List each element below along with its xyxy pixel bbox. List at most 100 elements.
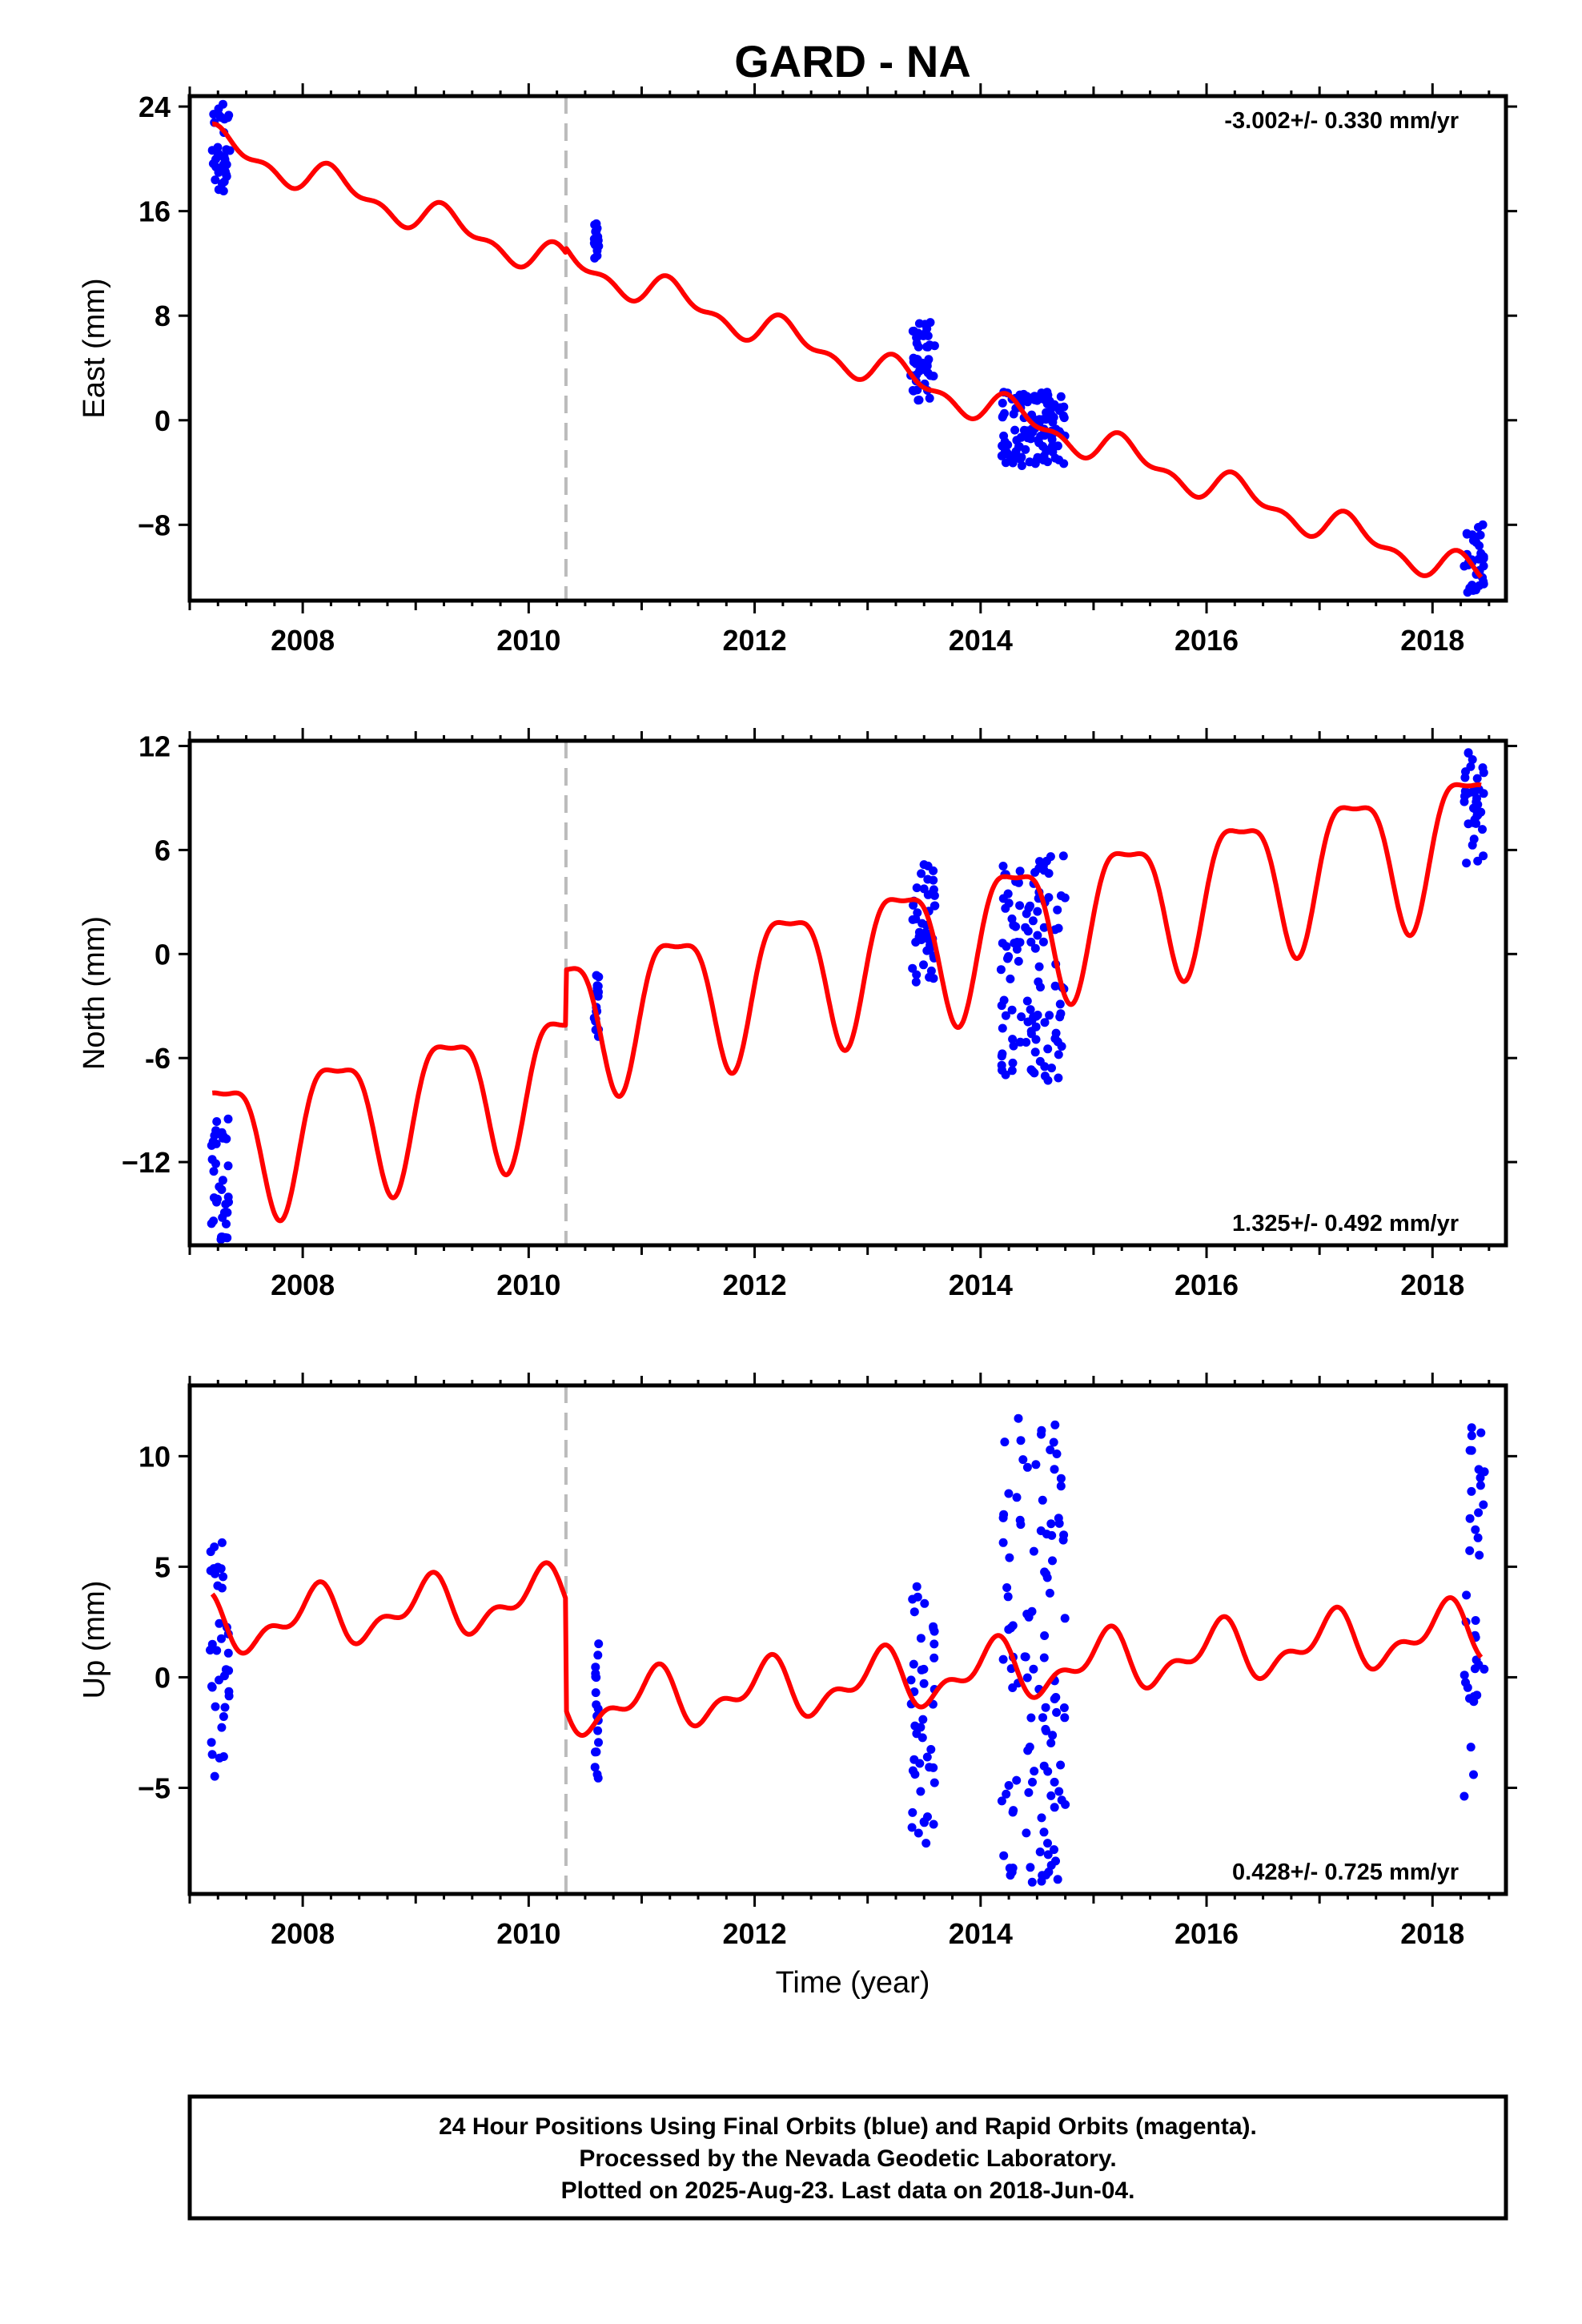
data-point <box>912 1582 921 1591</box>
data-point <box>1060 1614 1070 1623</box>
data-point <box>1476 1481 1485 1490</box>
data-point <box>1033 396 1042 405</box>
data-point <box>1030 1047 1040 1057</box>
data-point <box>998 1049 1007 1059</box>
data-point <box>213 151 223 161</box>
data-point <box>1021 444 1030 454</box>
footer-frame <box>187 2094 1508 2221</box>
data-point <box>1055 403 1065 412</box>
data-point <box>590 1763 600 1772</box>
data-point <box>929 974 938 983</box>
data-point <box>1028 916 1038 926</box>
data-point <box>998 1655 1008 1664</box>
data-point <box>1022 1673 1032 1683</box>
data-point <box>923 342 933 352</box>
data-point <box>207 1682 216 1691</box>
model-curve <box>211 782 1483 1224</box>
data-point <box>1460 561 1469 571</box>
data-point <box>930 901 940 911</box>
data-point <box>1018 1455 1028 1465</box>
data-point <box>1017 1012 1026 1022</box>
data-point <box>592 983 602 993</box>
footer-box: 24 Hour Positions Using Final Orbits (bl… <box>187 2094 1508 2221</box>
data-point <box>1005 1553 1014 1562</box>
data-point <box>592 227 601 235</box>
data-point <box>1043 1839 1052 1848</box>
data-point <box>213 143 223 152</box>
data-point <box>1463 1683 1472 1692</box>
data-point <box>1049 412 1058 422</box>
data-point <box>923 1812 932 1822</box>
data-point <box>219 1208 229 1217</box>
data-point <box>1001 458 1010 468</box>
data-point <box>919 884 929 894</box>
data-point <box>1474 523 1483 532</box>
data-point <box>910 1721 920 1731</box>
data-point <box>926 1745 936 1754</box>
data-point <box>913 385 922 395</box>
data-point <box>997 451 1006 460</box>
x-tick-label: 2018 <box>1400 1917 1464 1950</box>
data-point <box>1042 856 1051 866</box>
data-point <box>916 1634 926 1643</box>
data-point <box>929 372 938 381</box>
x-tick-label: 2016 <box>1174 1917 1239 1950</box>
data-point <box>1470 815 1480 824</box>
data-point <box>218 1176 227 1185</box>
data-point <box>1047 1063 1056 1073</box>
data-point <box>998 1023 1007 1033</box>
data-point <box>1029 1546 1038 1556</box>
data-point <box>1040 1631 1050 1640</box>
data-point <box>926 966 936 975</box>
data-point <box>1026 1065 1036 1075</box>
data-point <box>1038 1713 1047 1723</box>
data-point <box>212 1117 222 1126</box>
data-point <box>1009 1041 1018 1051</box>
data-point <box>593 991 603 1001</box>
panels: 2008 2010 2012 2014 2016 2018 24 16 8 0 −8 East (mm… <box>78 83 1517 1950</box>
data-point <box>1046 1519 1056 1529</box>
data-point <box>912 970 921 979</box>
data-point <box>1015 866 1025 876</box>
data-point <box>594 1639 604 1649</box>
data-point <box>1033 931 1042 940</box>
data-point <box>207 1738 216 1747</box>
data-point <box>209 1167 219 1176</box>
data-point <box>1026 1863 1035 1872</box>
data-point <box>1019 425 1029 435</box>
data-point <box>1002 1789 1011 1799</box>
data-point <box>1040 1072 1050 1081</box>
data-point <box>1040 431 1050 440</box>
data-point <box>210 1771 219 1781</box>
data-point <box>1004 899 1014 908</box>
data-point <box>214 167 223 177</box>
data-point <box>1037 1813 1046 1823</box>
data-point <box>930 891 939 900</box>
data-point <box>1043 1767 1053 1776</box>
data-point <box>1014 956 1023 966</box>
data-point <box>1010 425 1020 435</box>
y-tick-label: 0 <box>155 404 171 437</box>
data-point <box>920 1598 930 1608</box>
data-point <box>214 104 223 114</box>
data-point <box>925 1763 934 1772</box>
data-point <box>219 1752 228 1761</box>
data-point <box>929 875 938 885</box>
data-point <box>1004 1489 1014 1498</box>
data-point <box>1038 937 1048 947</box>
data-point <box>1044 893 1054 903</box>
data-point <box>1049 1437 1058 1447</box>
data-point <box>1016 1436 1026 1445</box>
data-point <box>1038 456 1048 464</box>
panel-1: 2008 2010 2012 2014 2016 2018 24 16 8 0 −8 East (mm… <box>78 83 1517 657</box>
data-point <box>217 1634 226 1643</box>
data-point <box>1460 1791 1469 1801</box>
data-point <box>996 965 1006 975</box>
data-point <box>222 145 231 155</box>
data-point <box>1041 1724 1050 1734</box>
x-tick-label: 2008 <box>271 1269 335 1301</box>
data-point <box>591 1663 600 1672</box>
data-point <box>929 866 938 875</box>
data-point <box>216 112 226 122</box>
data-point <box>220 1232 230 1242</box>
